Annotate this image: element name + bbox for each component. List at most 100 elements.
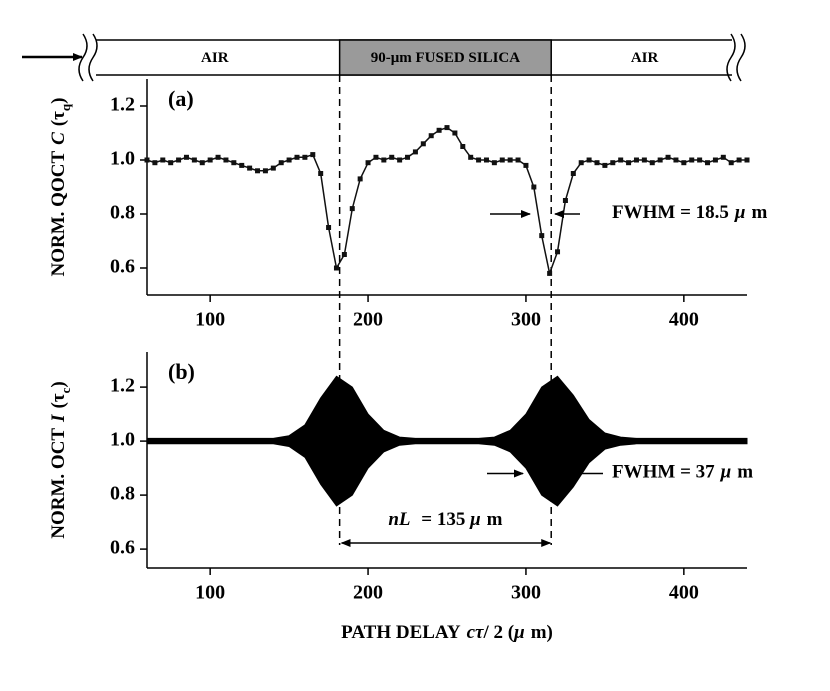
- data-point: [436, 127, 442, 133]
- label-part: μ: [513, 622, 525, 643]
- data-point: [555, 249, 561, 255]
- y-axis-title: NORM. QOCT C (τq): [48, 98, 73, 277]
- fringe-envelope: [146, 375, 748, 507]
- label-part: m: [737, 462, 753, 483]
- data-point: [326, 225, 332, 230]
- data-point: [381, 157, 387, 163]
- y-tick-label: 1.2: [110, 94, 135, 116]
- x-tick-label: 100: [195, 582, 225, 604]
- data-point: [341, 252, 347, 257]
- y-tick-label: 1.0: [110, 429, 135, 451]
- data-point: [310, 152, 316, 158]
- data-point: [586, 157, 592, 163]
- data-point: [562, 198, 568, 203]
- data-point: [657, 157, 663, 163]
- data-point: [357, 176, 363, 182]
- data-point: [610, 160, 616, 166]
- data-point: [231, 160, 237, 166]
- data-point: [476, 157, 482, 163]
- data-point: [531, 184, 537, 190]
- data-point: [255, 168, 261, 174]
- data-point: [144, 157, 150, 163]
- break-mark: [736, 33, 746, 82]
- x-tick-label: 300: [511, 309, 541, 331]
- medium-label: 90-μm FUSED SILICA: [371, 50, 521, 66]
- data-point: [697, 157, 703, 163]
- data-point: [602, 162, 608, 168]
- panel-label: (b): [168, 359, 195, 384]
- x-tick-label: 400: [669, 309, 699, 331]
- data-point: [499, 157, 505, 163]
- data-point: [641, 157, 647, 163]
- data-point: [491, 160, 497, 166]
- y-tick-label: 0.8: [110, 202, 135, 224]
- data-line: [146, 126, 747, 277]
- data-point: [412, 149, 418, 155]
- data-point: [333, 265, 339, 271]
- data-point: [570, 171, 576, 176]
- y-tick-label: 0.8: [110, 483, 135, 505]
- label-part: PATH DELAY: [341, 622, 461, 643]
- fwhm-label: FWHM = 18.5 μ m: [612, 202, 767, 223]
- plots: 0.6 0.8 1.0 1.2 100 200 300 400 (a) NORM. QOCT C (τ…: [48, 75, 767, 643]
- label-part: / 2 (: [483, 622, 515, 643]
- data-point: [270, 165, 276, 171]
- label-part: (τ: [48, 393, 69, 408]
- data-point: [452, 130, 458, 136]
- data-point: [728, 160, 734, 166]
- data-point: [736, 157, 742, 163]
- label-part: μ: [469, 509, 481, 530]
- data-point: [152, 160, 158, 166]
- data-point: [705, 160, 711, 166]
- data-point: [547, 270, 553, 276]
- data-point: [649, 160, 655, 166]
- data-point: [720, 154, 726, 160]
- data-point: [712, 157, 718, 163]
- y-axis-title: NORM. OCT I (τc): [48, 381, 73, 538]
- label-part: μ: [734, 202, 746, 223]
- data-point: [373, 154, 379, 160]
- y-tick-label: 0.6: [110, 256, 135, 278]
- medium-label: AIR: [631, 50, 659, 66]
- label-part: (τ: [48, 111, 69, 126]
- data-point: [223, 157, 229, 163]
- panel-label: (a): [168, 86, 194, 111]
- label-part: m): [531, 622, 553, 643]
- data-point: [483, 157, 489, 163]
- data-point: [183, 154, 189, 160]
- data-point: [302, 154, 308, 160]
- break-mark: [88, 33, 98, 82]
- x-tick-label: 200: [353, 309, 383, 331]
- label-part: nL: [388, 509, 410, 530]
- data-point: [633, 157, 639, 163]
- data-point: [349, 206, 355, 212]
- data-point: [215, 154, 221, 160]
- data-point: [191, 157, 197, 163]
- y-tick-label: 1.2: [110, 375, 135, 397]
- data-point: [626, 160, 632, 166]
- data-point: [578, 160, 584, 166]
- label-part: FWHM = 18.5: [612, 202, 729, 223]
- data-point: [744, 157, 750, 163]
- data-point: [294, 154, 300, 160]
- y-tick-label: 0.6: [110, 537, 135, 559]
- break-mark: [78, 33, 88, 82]
- data-point: [389, 154, 395, 160]
- data-point: [507, 157, 513, 163]
- data-point: [515, 157, 521, 163]
- data-point: [160, 157, 166, 163]
- x-tick-label: 300: [511, 582, 541, 604]
- data-point: [397, 157, 403, 163]
- label-part: I: [48, 414, 69, 423]
- data-point: [199, 160, 205, 166]
- data-point: [673, 157, 679, 163]
- data-point: [539, 233, 545, 239]
- label-part: C: [48, 132, 69, 145]
- data-point: [239, 162, 245, 168]
- data-point: [278, 160, 284, 166]
- data-point: [594, 160, 600, 166]
- data-point: [681, 160, 687, 166]
- data-point: [444, 125, 450, 131]
